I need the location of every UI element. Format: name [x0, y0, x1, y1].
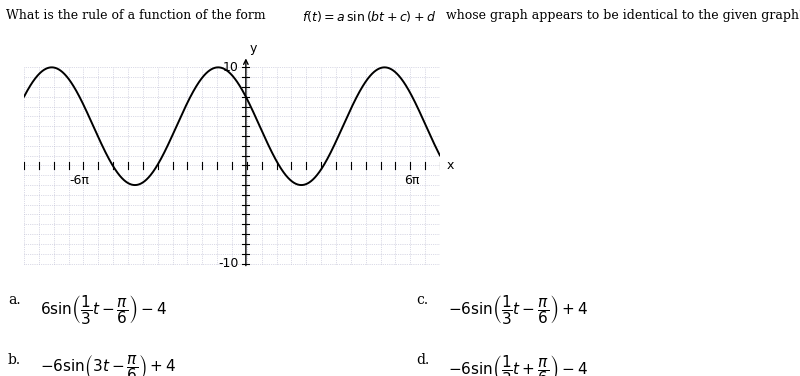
Text: y: y [250, 42, 257, 55]
Text: $f(t) = a\,\mathrm{sin}\,(bt+c)+d$: $f(t) = a\,\mathrm{sin}\,(bt+c)+d$ [302, 9, 437, 24]
Text: $6\sin\!\left(\dfrac{1}{3}t - \dfrac{\pi}{6}\right) - 4$: $6\sin\!\left(\dfrac{1}{3}t - \dfrac{\pi… [40, 293, 167, 326]
Text: d.: d. [416, 353, 430, 367]
Text: 6π: 6π [405, 174, 420, 187]
Text: $-6\sin\!\left(\dfrac{1}{3}t - \dfrac{\pi}{6}\right) + 4$: $-6\sin\!\left(\dfrac{1}{3}t - \dfrac{\p… [448, 293, 588, 326]
Text: $-6\sin\!\left(3t - \dfrac{\pi}{6}\right) + 4$: $-6\sin\!\left(3t - \dfrac{\pi}{6}\right… [40, 353, 176, 376]
Text: What is the rule of a function of the form: What is the rule of a function of the fo… [6, 9, 270, 23]
Text: -10: -10 [218, 257, 239, 270]
Text: whose graph appears to be identical to the given graph?: whose graph appears to be identical to t… [446, 9, 800, 23]
Text: b.: b. [8, 353, 21, 367]
Text: x: x [447, 159, 454, 172]
Text: $-6\sin\!\left(\dfrac{1}{3}t + \dfrac{\pi}{6}\right) - 4$: $-6\sin\!\left(\dfrac{1}{3}t + \dfrac{\p… [448, 353, 588, 376]
Text: a.: a. [8, 293, 21, 307]
Text: 10: 10 [223, 61, 239, 74]
Text: c.: c. [416, 293, 428, 307]
Text: -6π: -6π [70, 174, 90, 187]
